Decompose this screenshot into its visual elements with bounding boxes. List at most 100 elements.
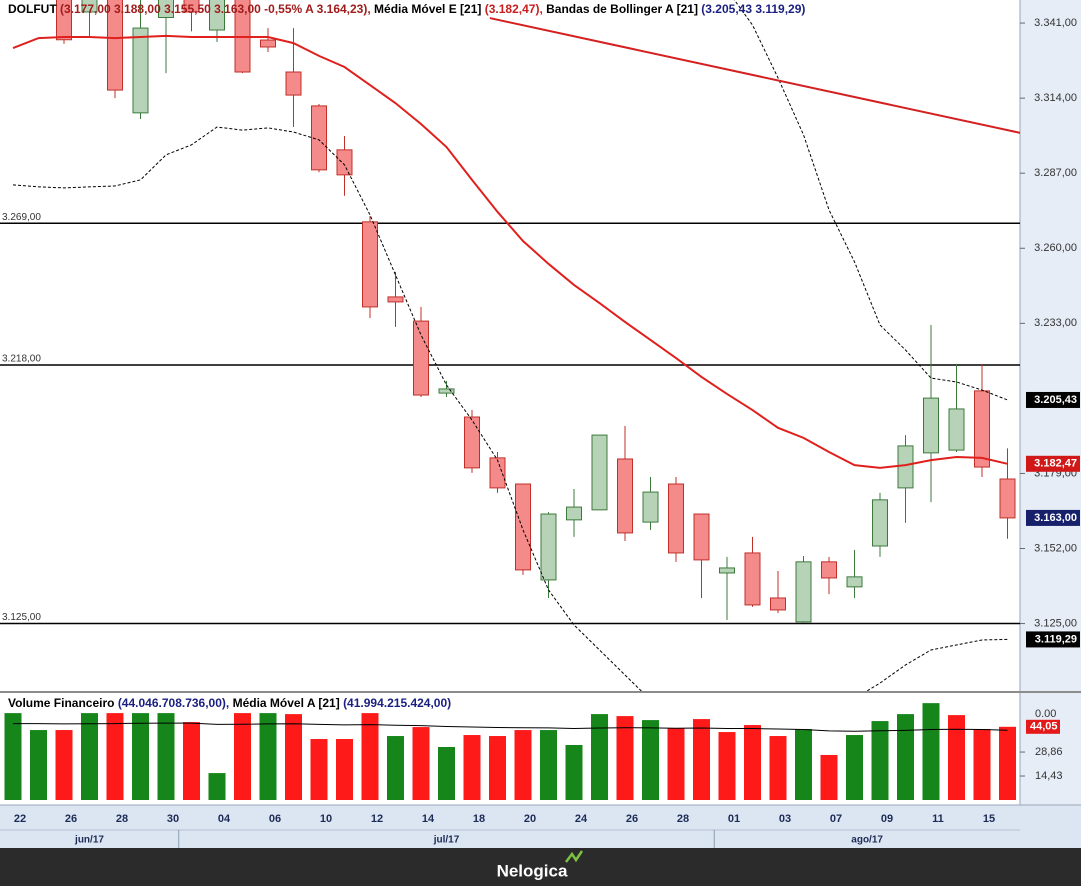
candle-body bbox=[311, 105, 327, 171]
volume-name: Volume Financeiro bbox=[8, 696, 114, 710]
ema-value: (3.182,47), bbox=[485, 2, 543, 16]
last-value-box bbox=[1026, 455, 1080, 472]
candle-body bbox=[948, 408, 965, 451]
volume-bar bbox=[769, 736, 787, 800]
axes: 3.269,00 3.218,00 3.125,00 3.341,00 3.314,00… bbox=[2, 17, 1080, 848]
volume-panel bbox=[4, 703, 1016, 800]
candle-body bbox=[897, 445, 914, 489]
reference-label: 3.218,00 bbox=[2, 354, 41, 365]
last-value-box bbox=[1026, 631, 1080, 648]
volume-bar bbox=[514, 730, 532, 800]
volume-bar bbox=[387, 736, 404, 800]
footer-brand: Nelogica bbox=[497, 861, 568, 880]
volume-bar bbox=[489, 736, 506, 800]
volume-legend: Volume Financeiro (44.046.708.736,00), M… bbox=[8, 696, 451, 710]
x-tick-label: 04 bbox=[218, 813, 231, 825]
candle-body bbox=[923, 397, 939, 454]
volume-bar bbox=[463, 735, 481, 800]
candle-body bbox=[438, 388, 455, 394]
last-value-label: 3.182,47 bbox=[1034, 458, 1077, 470]
candle-body bbox=[872, 499, 888, 547]
y-tick-label: 14,43 bbox=[1035, 770, 1063, 782]
candle-body bbox=[387, 296, 404, 303]
quote: (3.177,00 3.188,00 3.155,50 3.163,00 -0,… bbox=[60, 2, 371, 16]
x-tick-label: 20 bbox=[524, 813, 536, 825]
last-value-box bbox=[1026, 391, 1080, 408]
volume-bar bbox=[718, 732, 736, 800]
bollinger-lower bbox=[12, 126, 1008, 691]
x-tick-label: 14 bbox=[422, 813, 435, 825]
volume-bar bbox=[259, 713, 277, 800]
price-legend: DOLFUT (3.177,00 3.188,00 3.155,50 3.163… bbox=[8, 2, 805, 16]
candle-body bbox=[56, 0, 72, 41]
volume-bar bbox=[871, 721, 889, 800]
x-tick-label: 24 bbox=[575, 813, 588, 825]
candle-body bbox=[668, 483, 684, 554]
candle-body bbox=[209, 0, 225, 31]
x-tick-label: 30 bbox=[167, 813, 179, 825]
volume-bar bbox=[310, 739, 328, 800]
candle-body bbox=[846, 576, 863, 588]
volume-bar bbox=[744, 725, 761, 800]
candle-body bbox=[362, 221, 378, 308]
x-tick-label: 18 bbox=[473, 813, 485, 825]
candle-body bbox=[81, 0, 98, 13]
x-tick-label: 26 bbox=[626, 813, 638, 825]
last-value-box bbox=[1026, 509, 1080, 526]
date-axis bbox=[0, 805, 1081, 848]
y-tick-label: 3.260,00 bbox=[1034, 242, 1077, 254]
candle-body bbox=[285, 71, 302, 96]
volume-bar bbox=[157, 713, 175, 800]
volume-bar bbox=[591, 714, 608, 800]
x-tick-label: 26 bbox=[65, 813, 77, 825]
candle-body bbox=[260, 39, 276, 48]
candle-body bbox=[540, 513, 557, 581]
volume-bar bbox=[922, 703, 940, 800]
volume-bar bbox=[361, 713, 379, 800]
x-tick-label: 15 bbox=[983, 813, 995, 825]
ema-name: Média Móvel E [21] bbox=[374, 2, 481, 16]
x-tick-label: 28 bbox=[116, 813, 128, 825]
footer-bar bbox=[0, 848, 1081, 886]
month-label: jul/17 bbox=[433, 835, 460, 846]
volume-ma-value: (41.994.215.424,00) bbox=[343, 696, 451, 710]
volume-bar bbox=[30, 730, 47, 800]
candle-body bbox=[591, 434, 608, 511]
bands-name: Bandas de Bollinger A [21] bbox=[546, 2, 698, 16]
bollinger-upper bbox=[733, 0, 1008, 401]
candle-body bbox=[489, 457, 506, 489]
last-value-label: 3.119,29 bbox=[1035, 633, 1077, 645]
y-tick-label: 3.152,00 bbox=[1034, 542, 1077, 554]
candle-body bbox=[413, 320, 429, 396]
x-tick-label: 09 bbox=[881, 813, 893, 825]
volume-bar bbox=[208, 773, 226, 800]
volume-bar bbox=[285, 714, 302, 800]
x-tick-label: 10 bbox=[320, 813, 332, 825]
month-label: jun/17 bbox=[74, 835, 104, 846]
y-tick-label: 3.287,00 bbox=[1034, 167, 1077, 179]
x-tick-label: 03 bbox=[779, 813, 791, 825]
candle-body bbox=[974, 390, 990, 468]
candle-body bbox=[719, 567, 735, 574]
candle-body bbox=[617, 458, 633, 534]
x-tick-label: 12 bbox=[371, 813, 383, 825]
candle-body bbox=[999, 478, 1016, 519]
volume-bar bbox=[846, 735, 863, 800]
y-tick-label: 3.233,00 bbox=[1034, 317, 1077, 329]
x-tick-label: 07 bbox=[830, 813, 842, 825]
last-value-label: 44,05 bbox=[1030, 721, 1058, 733]
volume-bar bbox=[55, 730, 73, 800]
bands-value: (3.205,43 3.119,29) bbox=[701, 2, 805, 16]
volume-bar bbox=[106, 713, 124, 800]
candle-body bbox=[158, 0, 174, 19]
footer-logo: Nelogica bbox=[497, 850, 584, 880]
reference-label: 3.125,00 bbox=[2, 612, 41, 623]
reference-label: 3.269,00 bbox=[2, 212, 41, 223]
x-tick-label: 22 bbox=[14, 813, 26, 825]
y-tick-label: 28,86 bbox=[1035, 746, 1063, 758]
volume-bar bbox=[693, 719, 710, 800]
candle-body bbox=[821, 561, 837, 579]
y-tick-label: 3.341,00 bbox=[1034, 17, 1077, 29]
last-value-label: 3.205,43 bbox=[1034, 394, 1077, 406]
